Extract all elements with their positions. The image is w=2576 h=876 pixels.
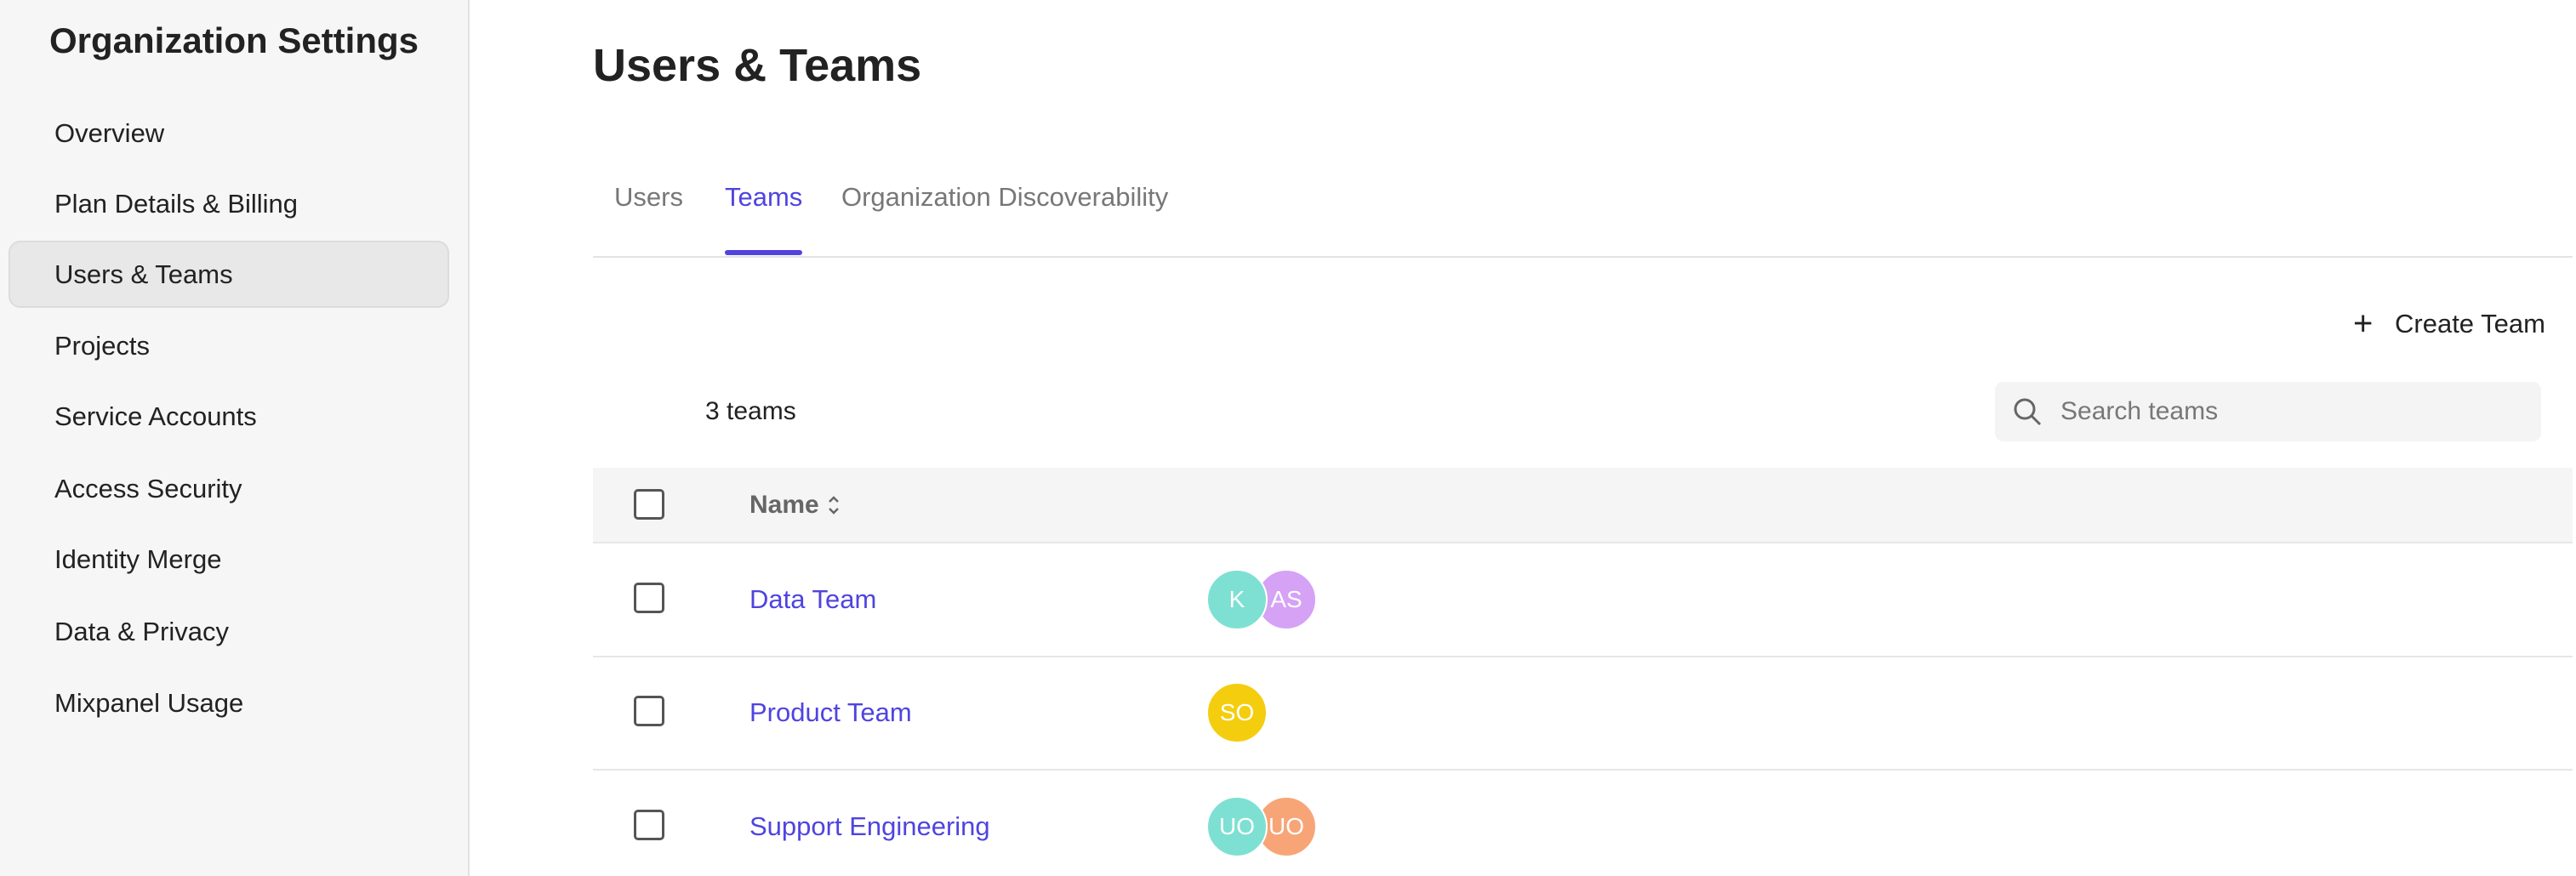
row-checkbox[interactable] — [634, 696, 664, 726]
member-avatar: UO — [1206, 796, 1268, 857]
nav-item[interactable]: Projects — [54, 331, 150, 361]
team-name[interactable]: Data Team — [749, 584, 877, 614]
create-team-button[interactable]: Create Team — [2395, 309, 2545, 338]
sidebar: Organization Settings Overview Plan Detai… — [0, 0, 470, 876]
team-name[interactable]: Product Team — [749, 697, 912, 727]
nav-item[interactable]: Plan Details & Billing — [54, 189, 299, 219]
active-tab-underline — [725, 250, 803, 255]
nav-item[interactable]: Identity Merge — [54, 544, 222, 574]
member-avatar: SO — [1206, 682, 1268, 743]
nav-item[interactable]: Service Accounts — [54, 401, 257, 431]
member-avatar: AS — [1256, 569, 1317, 630]
sidebar-title: Organization Settings — [48, 20, 419, 60]
team-count: 3 teams — [705, 397, 796, 425]
nav-item[interactable]: Data & Privacy — [54, 617, 230, 646]
plus-icon[interactable]: + — [2353, 304, 2374, 343]
tabs-divider — [593, 256, 2573, 258]
nav-item[interactable]: Access Security — [54, 474, 242, 503]
member-avatar: UO — [1256, 796, 1317, 857]
nav-item[interactable]: Mixpanel Usage — [54, 688, 244, 718]
table-header — [593, 468, 2573, 543]
nav-item[interactable]: Overview — [54, 118, 165, 148]
team-name[interactable]: Support Engineering — [749, 811, 990, 841]
row-checkbox[interactable] — [634, 810, 664, 840]
selected-nav-bg — [9, 241, 449, 308]
name-header[interactable]: Name — [749, 491, 819, 519]
nav-item[interactable]: Users & Teams — [54, 259, 233, 289]
tab[interactable]: Teams — [725, 182, 803, 212]
select-all-checkbox[interactable] — [634, 489, 664, 520]
row-divider — [593, 769, 2573, 771]
tab[interactable]: Organization Discoverability — [841, 182, 1169, 212]
search-box[interactable]: Search teams — [1995, 382, 2541, 441]
search-icon — [2014, 398, 2042, 426]
row-divider — [593, 656, 2573, 657]
tab[interactable]: Users — [614, 182, 683, 212]
row-checkbox[interactable] — [634, 583, 664, 613]
page-title: Users & Teams — [593, 40, 922, 91]
sort-icon[interactable] — [827, 493, 841, 517]
member-avatar: K — [1206, 569, 1268, 630]
search-placeholder: Search teams — [2060, 397, 2219, 425]
